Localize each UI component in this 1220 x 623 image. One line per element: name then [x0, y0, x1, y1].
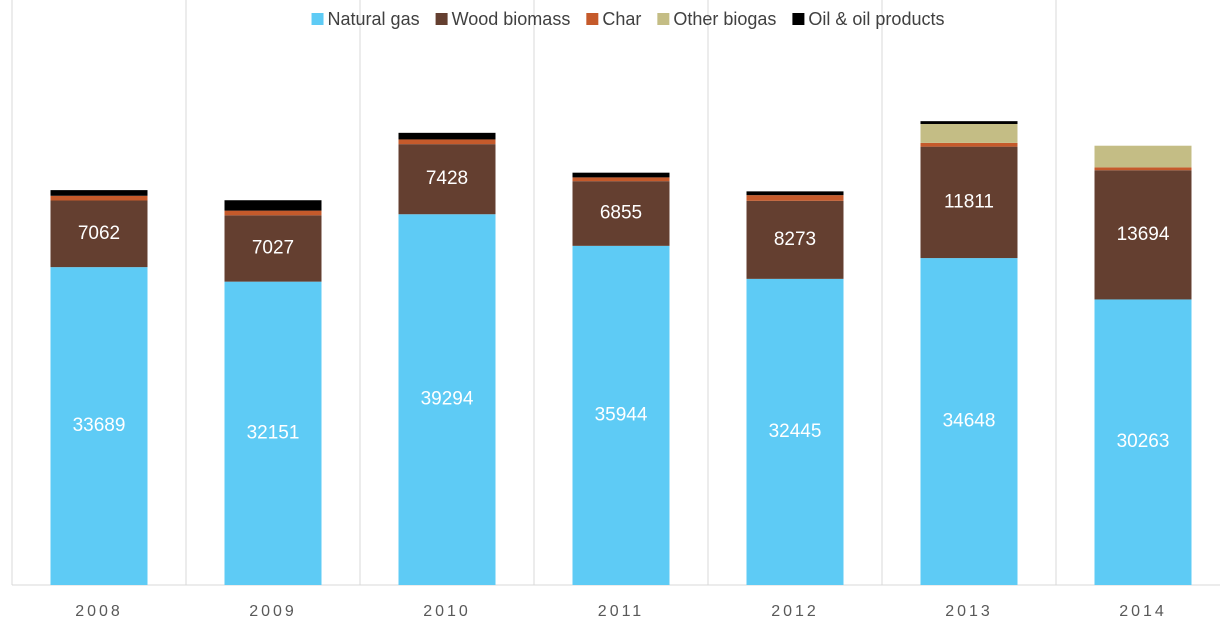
bar-segment [920, 142, 1018, 147]
bar-segment [746, 191, 844, 196]
x-tick-label: 2011 [598, 603, 644, 620]
data-label: 13694 [1117, 224, 1170, 245]
bar-segment [224, 215, 322, 282]
legend-swatch [435, 13, 448, 25]
bar-segment [224, 200, 322, 211]
bar-segment [572, 172, 670, 178]
data-label: 8273 [774, 229, 816, 250]
legend-label: Natural gas [328, 9, 420, 29]
bar-segment [50, 267, 148, 585]
bar-segment [398, 144, 496, 215]
bar-segment [572, 177, 670, 182]
bar-segment [398, 214, 496, 585]
legend-label: Oil & oil products [808, 9, 944, 29]
legend-swatch [311, 13, 324, 25]
legend-label: Char [602, 9, 641, 29]
bar-segment [224, 281, 322, 585]
legend-label: Other biogas [673, 9, 776, 29]
data-label: 33689 [73, 415, 126, 436]
bar-segment [1094, 299, 1192, 585]
bar-segment [746, 200, 844, 279]
data-label: 34648 [943, 411, 996, 432]
bar-segment [1094, 170, 1192, 300]
bar-segment [50, 190, 148, 196]
data-label: 11811 [944, 191, 994, 212]
bar-segment [920, 146, 1018, 259]
data-label: 6855 [600, 203, 642, 224]
legend-swatch [586, 13, 599, 25]
data-label: 30263 [1117, 431, 1170, 452]
x-tick-label: 2014 [1119, 603, 1167, 620]
bar-segment [50, 200, 148, 268]
bar-segment [398, 139, 496, 145]
bar-segment [920, 258, 1018, 585]
bar-segment [920, 123, 1018, 143]
x-tick-label: 2013 [945, 603, 993, 620]
x-tick-label: 2010 [423, 603, 471, 620]
bar-segment [1094, 167, 1192, 171]
data-label: 7062 [78, 223, 120, 244]
bar-segment [572, 245, 670, 586]
data-label: 32151 [247, 422, 300, 443]
bar-segment [920, 121, 1018, 124]
data-label: 39294 [421, 389, 474, 410]
legend-swatch [792, 13, 805, 25]
bar-segment [1094, 145, 1192, 168]
bar-segment [572, 181, 670, 246]
x-tick-label: 2008 [75, 603, 123, 620]
bar-segment [398, 132, 496, 140]
bar-segment [746, 278, 844, 585]
legend-swatch [657, 13, 670, 25]
data-label: 7027 [252, 238, 294, 259]
data-label: 7428 [426, 168, 468, 189]
x-tick-label: 2012 [771, 603, 819, 620]
legend-label: Wood biomass [452, 9, 571, 29]
x-tick-label: 2009 [249, 603, 297, 620]
bar-segment [224, 210, 322, 216]
bar-segment [746, 195, 844, 201]
data-label: 32445 [769, 421, 822, 442]
data-label: 35944 [595, 404, 648, 425]
bar-segment [50, 195, 148, 201]
